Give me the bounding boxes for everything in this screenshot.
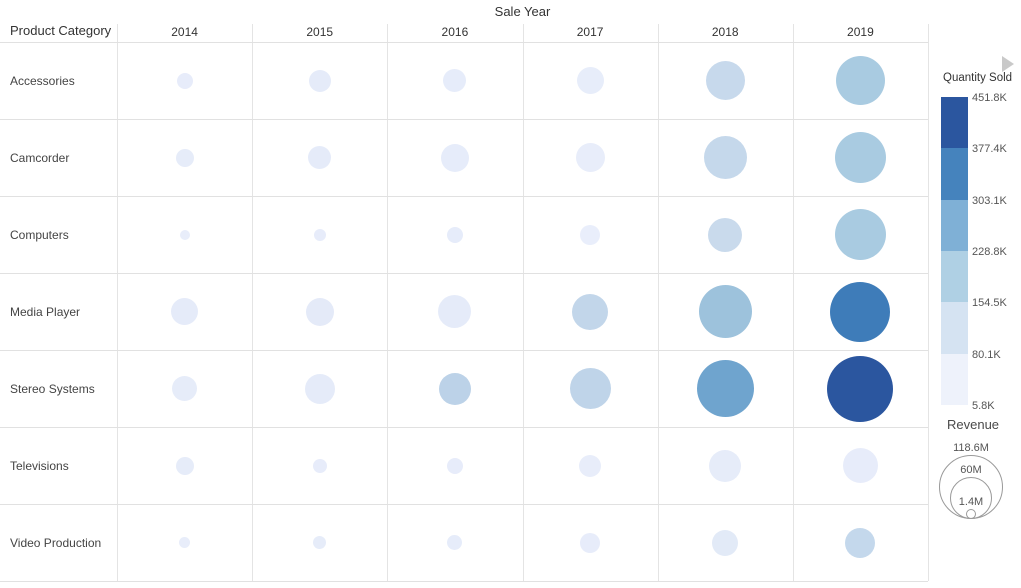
bubble-accessories-2019[interactable] (835, 56, 885, 105)
grid-vline (522, 24, 524, 581)
bubble-stereo-systems-2016[interactable] (438, 372, 471, 405)
quantity-legend-title: Quantity Sold (943, 72, 1013, 84)
year-header-2016[interactable]: 2016 (441, 25, 469, 39)
ramp-block (941, 148, 968, 200)
grid-hline (0, 427, 928, 428)
bubble-stereo-systems-2014[interactable] (172, 376, 198, 401)
grid-hline (0, 581, 928, 582)
row-label-accessories[interactable]: Accessories (10, 73, 75, 88)
bubble-accessories-2016[interactable] (443, 69, 467, 92)
ramp-block (941, 251, 968, 303)
bubble-media-player-2018[interactable] (698, 285, 752, 338)
revenue-size-label-60M: 60M (960, 464, 982, 476)
grid-vline (657, 24, 659, 581)
bubble-media-player-2014[interactable] (171, 298, 199, 325)
bubble-televisions-2015[interactable] (312, 458, 327, 473)
bubble-accessories-2014[interactable] (176, 72, 193, 89)
grid-vline (928, 24, 929, 581)
bubble-camcorder-2015[interactable] (308, 146, 332, 169)
bubble-televisions-2019[interactable] (842, 448, 878, 483)
revenue-legend-title: Revenue (947, 417, 1000, 432)
bubble-media-player-2017[interactable] (572, 293, 609, 330)
bubble-stereo-systems-2018[interactable] (696, 360, 754, 417)
bubble-media-player-2019[interactable] (830, 281, 891, 342)
bubble-computers-2019[interactable] (834, 209, 886, 260)
year-header-2014[interactable]: 2014 (171, 25, 198, 39)
bubble-video-production-2016[interactable] (447, 535, 463, 550)
quantity-tick-154.5K: 154.5K (972, 297, 1007, 310)
grid-hline (0, 273, 928, 274)
grid-vline (792, 24, 794, 581)
bubble-televisions-2014[interactable] (175, 456, 194, 475)
bubble-computers-2016[interactable] (446, 226, 463, 243)
row-label-camcorder[interactable]: Camcorder (10, 150, 70, 165)
revenue-size-circle-1.4M (966, 509, 976, 519)
bubble-televisions-2018[interactable] (709, 449, 742, 482)
bubble-televisions-2016[interactable] (446, 457, 463, 474)
quantity-tick-451.8K: 451.8K (972, 92, 1007, 104)
revenue-size-label-118.6M: 118.6M (953, 442, 989, 454)
bubble-stereo-systems-2015[interactable] (304, 373, 335, 404)
bubble-media-player-2016[interactable] (438, 295, 472, 328)
ramp-block (941, 302, 968, 354)
bubble-video-production-2019[interactable] (845, 527, 876, 558)
bubble-accessories-2015[interactable] (308, 69, 331, 92)
quantity-color-ramp[interactable] (941, 97, 968, 405)
bubble-video-production-2014[interactable] (179, 537, 191, 548)
bubble-camcorder-2018[interactable] (703, 136, 747, 179)
bubble-stereo-systems-2019[interactable] (827, 355, 894, 422)
grid-vline (387, 24, 389, 581)
bubble-accessories-2017[interactable] (576, 67, 604, 94)
bubble-camcorder-2017[interactable] (575, 143, 605, 172)
year-header-2017[interactable]: 2017 (576, 25, 604, 39)
bubble-media-player-2015[interactable] (305, 297, 334, 326)
grid-hline (0, 119, 928, 120)
year-header-2019[interactable]: 2019 (847, 25, 874, 39)
grid-vline (252, 24, 254, 581)
row-dimension-header: Product Category (10, 23, 112, 38)
bubble-video-production-2015[interactable] (313, 536, 327, 549)
row-label-televisions[interactable]: Televisions (10, 458, 69, 473)
bubble-video-production-2018[interactable] (712, 529, 739, 556)
year-header-2015[interactable]: 2015 (306, 25, 334, 39)
bubble-camcorder-2016[interactable] (440, 143, 469, 172)
expand-arrow-icon[interactable] (1002, 56, 1014, 72)
grid-hline (0, 350, 928, 351)
quantity-tick-228.8K: 228.8K (972, 246, 1007, 258)
bubble-computers-2014[interactable] (179, 229, 190, 240)
bubble-camcorder-2019[interactable] (834, 132, 886, 183)
bubble-computers-2018[interactable] (708, 217, 743, 252)
year-header-2018[interactable]: 2018 (711, 25, 739, 39)
bubble-accessories-2018[interactable] (705, 61, 745, 100)
bubble-video-production-2017[interactable] (580, 532, 601, 553)
grid-hline (0, 504, 928, 505)
revenue-size-label-1.4M: 1.4M (958, 496, 984, 508)
grid-vline (117, 24, 118, 581)
row-label-media-player[interactable]: Media Player (10, 304, 81, 319)
ramp-block (941, 97, 968, 149)
bubble-computers-2017[interactable] (580, 224, 601, 245)
bubble-televisions-2017[interactable] (579, 454, 602, 477)
ramp-block (941, 199, 968, 251)
quantity-tick-80.1K: 80.1K (972, 348, 1001, 361)
row-label-computers[interactable]: Computers (10, 227, 69, 242)
bubble-stereo-systems-2017[interactable] (569, 368, 611, 409)
bubble-camcorder-2014[interactable] (175, 148, 194, 167)
legend-panel: Quantity Sold 451.8K 377.4K 303.1K 228.8K 15… (934, 0, 1021, 588)
quantity-tick-377.4K: 377.4K (972, 143, 1007, 156)
grid-hline (0, 196, 928, 197)
grid-hline (0, 42, 928, 43)
bubble-computers-2015[interactable] (313, 228, 326, 241)
quantity-tick-303.1K: 303.1K (972, 194, 1007, 207)
ramp-block (941, 353, 968, 405)
row-label-video-production[interactable]: Video Production (10, 535, 102, 550)
chart-title: Sale Year (494, 4, 551, 19)
row-label-stereo-systems[interactable]: Stereo Systems (10, 381, 95, 396)
quantity-tick-5.8K: 5.8K (972, 400, 995, 412)
